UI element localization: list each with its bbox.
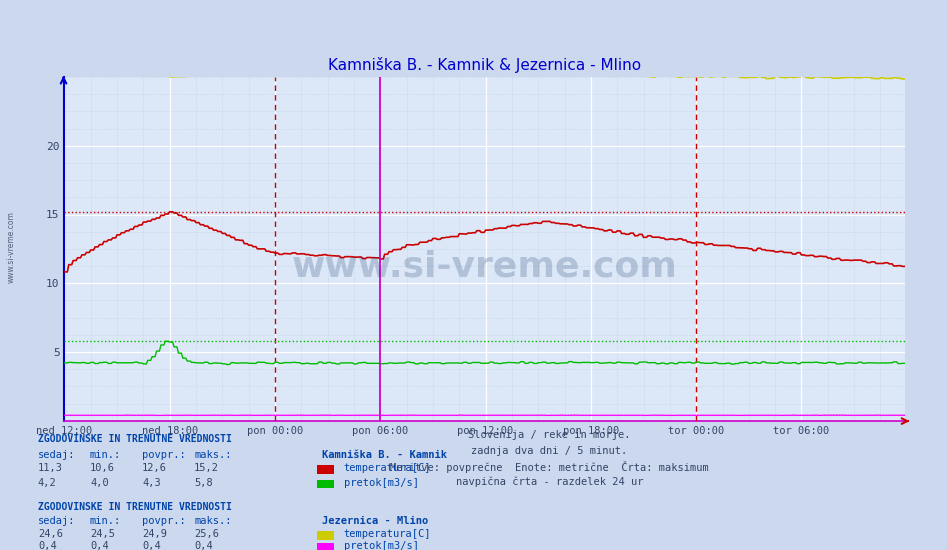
- Title: Kamniška B. - Kamnik & Jezernica - Mlino: Kamniška B. - Kamnik & Jezernica - Mlino: [329, 57, 641, 73]
- Text: 24,6: 24,6: [38, 529, 63, 539]
- Text: povpr.:: povpr.:: [142, 450, 186, 460]
- Text: 24,5: 24,5: [90, 529, 115, 539]
- Text: 12,6: 12,6: [142, 463, 167, 474]
- Text: 0,4: 0,4: [90, 541, 109, 550]
- Text: www.si-vreme.com: www.si-vreme.com: [7, 212, 16, 283]
- Text: navpična črta - razdelek 24 ur: navpična črta - razdelek 24 ur: [456, 476, 643, 487]
- Text: 15,2: 15,2: [194, 463, 219, 474]
- Text: 25,6: 25,6: [194, 529, 219, 539]
- Text: zadnja dva dni / 5 minut.: zadnja dva dni / 5 minut.: [472, 446, 627, 455]
- Text: 24,9: 24,9: [142, 529, 167, 539]
- Text: Meritve: povprečne  Enote: metrične  Črta: maksimum: Meritve: povprečne Enote: metrične Črta:…: [390, 461, 708, 473]
- Text: 4,2: 4,2: [38, 477, 57, 488]
- Text: temperatura[C]: temperatura[C]: [344, 529, 431, 539]
- Text: 0,4: 0,4: [194, 541, 213, 550]
- Text: min.:: min.:: [90, 515, 121, 526]
- Text: 11,3: 11,3: [38, 463, 63, 474]
- Text: maks.:: maks.:: [194, 515, 232, 526]
- Text: min.:: min.:: [90, 450, 121, 460]
- Text: pretok[m3/s]: pretok[m3/s]: [344, 477, 419, 488]
- Text: Slovenija / reke in morje.: Slovenija / reke in morje.: [468, 430, 631, 440]
- Text: temperatura[C]: temperatura[C]: [344, 463, 431, 474]
- Text: povpr.:: povpr.:: [142, 515, 186, 526]
- Text: sedaj:: sedaj:: [38, 450, 76, 460]
- Text: Jezernica - Mlino: Jezernica - Mlino: [322, 515, 428, 526]
- Text: maks.:: maks.:: [194, 450, 232, 460]
- Text: ZGODOVINSKE IN TRENUTNE VREDNOSTI: ZGODOVINSKE IN TRENUTNE VREDNOSTI: [38, 502, 232, 512]
- Text: 0,4: 0,4: [142, 541, 161, 550]
- Text: 4,0: 4,0: [90, 477, 109, 488]
- Text: sedaj:: sedaj:: [38, 515, 76, 526]
- Text: 0,4: 0,4: [38, 541, 57, 550]
- Text: 10,6: 10,6: [90, 463, 115, 474]
- Text: ZGODOVINSKE IN TRENUTNE VREDNOSTI: ZGODOVINSKE IN TRENUTNE VREDNOSTI: [38, 433, 232, 444]
- Text: www.si-vreme.com: www.si-vreme.com: [292, 249, 678, 283]
- Text: 5,8: 5,8: [194, 477, 213, 488]
- Text: 4,3: 4,3: [142, 477, 161, 488]
- Text: Kamniška B. - Kamnik: Kamniška B. - Kamnik: [322, 450, 447, 460]
- Text: pretok[m3/s]: pretok[m3/s]: [344, 541, 419, 550]
